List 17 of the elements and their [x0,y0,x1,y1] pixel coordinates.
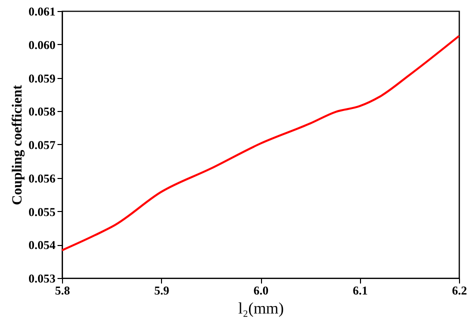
y-tick-label: 0.055 [28,204,56,219]
y-tick-label: 0.061 [28,4,56,18]
x-tick-label: 5.9 [154,284,170,298]
y-tick-label: 0.056 [28,171,56,186]
y-tick-label: 0.057 [28,138,56,152]
y-tick-label: 0.060 [28,38,56,52]
x-tick-label: 6.2 [452,284,467,298]
y-tick-label: 0.058 [28,104,56,119]
y-axis-title: Coupling coefficient [10,84,26,206]
x-tick-label: 6.1 [352,284,368,298]
x-tick-label: 5.8 [55,284,70,298]
y-tick-label: 0.054 [28,238,56,252]
line-series [61,35,460,252]
y-tick-label: 0.053 [28,272,56,286]
x-tick-label: 6.0 [254,284,268,298]
x-axis-title: l₂(mm) [238,300,284,318]
y-tick-label: 0.059 [28,71,56,86]
